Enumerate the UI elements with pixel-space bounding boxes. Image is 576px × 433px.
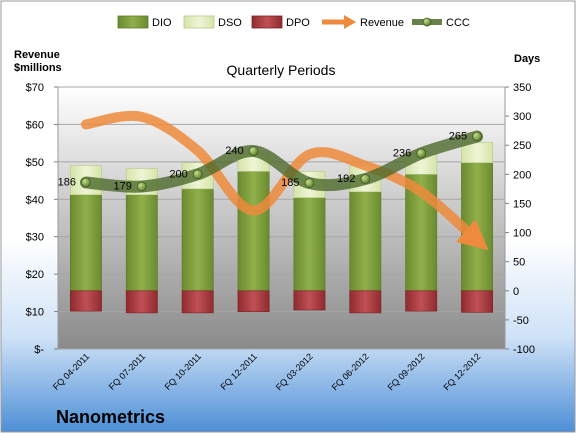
lines-group: 186 179 200 240 185 192 236 265 — [58, 110, 489, 251]
ccc-data-label: 192 — [337, 173, 355, 185]
left-axis-title-line1: Revenue — [14, 49, 60, 61]
legend-label: CCC — [446, 17, 470, 29]
legend-swatch — [251, 15, 283, 29]
legend-arrow-icon — [344, 15, 356, 29]
ccc-point — [136, 181, 147, 192]
right-tick-label: 50 — [513, 257, 525, 269]
left-tick-label: $- — [34, 344, 44, 356]
right-tick-label: 0 — [513, 286, 519, 298]
left-tick-label: $40 — [26, 194, 44, 206]
left-axis-ticks: $- $10 $20 $30 $40 $50 $60 $70 — [26, 82, 58, 356]
legend-label: Revenue — [360, 17, 404, 29]
dio-bar — [69, 194, 102, 292]
chart-title: Quarterly Periods — [227, 62, 336, 78]
right-tick-label: 200 — [513, 169, 531, 181]
dpo-bar — [349, 290, 382, 314]
dpo-bar — [461, 290, 494, 313]
ccc-data-label: 179 — [113, 181, 131, 193]
right-tick-label: 350 — [513, 82, 531, 94]
ccc-point — [81, 177, 91, 188]
ccc-data-label: 185 — [281, 177, 299, 189]
dio-bar — [293, 197, 326, 292]
left-tick-label: $30 — [26, 232, 44, 244]
ccc-data-label: 200 — [169, 168, 187, 180]
right-axis-ticks: -100 -50 0 50 100 150 200 250 300 350 — [505, 82, 535, 356]
dpo-bar — [69, 290, 102, 312]
dpo-bar — [125, 290, 158, 314]
left-tick-label: $10 — [26, 307, 44, 319]
ccc-point — [192, 169, 203, 180]
dpo-bar — [181, 290, 214, 314]
ccc-line — [79, 130, 484, 193]
right-tick-label: 250 — [513, 140, 531, 152]
dpo-bar — [237, 290, 270, 313]
ccc-point — [304, 178, 315, 188]
right-tick-label: 300 — [513, 111, 531, 123]
legend-label: DIO — [152, 17, 172, 29]
right-tick-label: 100 — [513, 228, 531, 240]
left-tick-label: $60 — [26, 119, 44, 131]
left-tick-label: $70 — [26, 82, 44, 94]
dio-bar — [125, 194, 158, 292]
ccc-data-label: 240 — [225, 145, 243, 157]
revenue-line — [80, 110, 489, 251]
ccc-data-label: 236 — [393, 147, 411, 159]
right-tick-label: -50 — [513, 315, 529, 327]
left-tick-label: $50 — [26, 157, 44, 169]
company-name: Nanometrics — [56, 407, 165, 427]
right-axis-title: Days — [514, 53, 540, 65]
ccc-data-label: 265 — [449, 130, 467, 142]
legend-label: DPO — [286, 17, 310, 29]
dpo-bar — [405, 290, 438, 312]
ccc-point — [248, 146, 259, 156]
dio-bar — [181, 188, 214, 292]
right-tick-label: -100 — [513, 344, 535, 356]
ccc-data-label: 186 — [58, 176, 76, 188]
right-tick-label: 150 — [513, 198, 531, 210]
dio-bar — [349, 191, 382, 292]
ccc-point — [416, 148, 427, 159]
legend: DIO DSO DPO Revenue CCC — [117, 15, 470, 29]
legend-dot — [422, 17, 432, 27]
left-tick-label: $20 — [26, 269, 44, 281]
legend-label: DSO — [218, 17, 242, 29]
left-axis-title-line2: $millions — [14, 62, 62, 74]
ccc-point — [360, 174, 371, 184]
legend-swatch — [183, 15, 215, 29]
dpo-bar — [293, 290, 326, 311]
ccc-point — [472, 131, 482, 142]
dio-bar — [237, 171, 270, 292]
plot-area — [57, 86, 506, 350]
legend-swatch — [117, 15, 149, 29]
